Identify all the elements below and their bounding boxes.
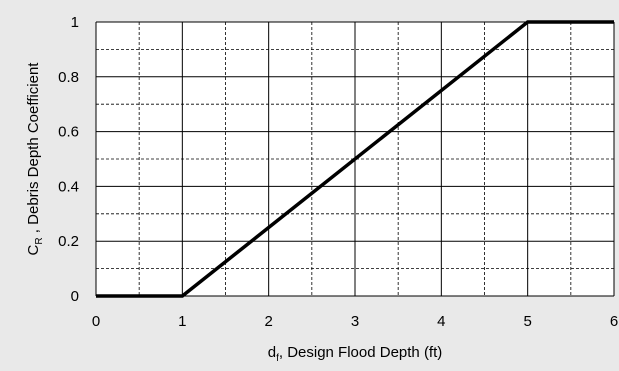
y-axis-label: CR , Debris Depth Coefficient [25, 62, 45, 256]
x-axis-label-subscript: f [276, 353, 279, 364]
x-tick-label: 5 [523, 313, 531, 330]
x-axis-label-rest: , Design Flood Depth (ft) [279, 344, 442, 361]
x-tick-label: 2 [264, 313, 272, 330]
y-tick-label: 0.4 [58, 178, 79, 195]
y-tick-label: 0.8 [58, 69, 79, 86]
x-tick-label: 1 [178, 313, 186, 330]
series-line [96, 20, 614, 298]
x-tick-label: 6 [610, 313, 618, 330]
x-tick-labels: 0 1 2 3 4 5 6 [92, 313, 618, 330]
series-layer [96, 20, 614, 298]
y-tick-label: 0 [71, 288, 79, 305]
y-tick-label: 0.2 [58, 233, 79, 250]
x-axis-label: df, Design Flood Depth (ft) [268, 344, 443, 364]
x-tick-label: 0 [92, 313, 100, 330]
y-axis-label-subscript: R [34, 237, 45, 244]
x-axis-label-main: d [268, 344, 276, 361]
y-tick-label: 0.6 [58, 124, 79, 141]
y-axis-label-rest: , Debris Depth Coefficient [25, 62, 42, 238]
x-tick-label: 3 [351, 313, 359, 330]
y-tick-labels: 0 0.2 0.4 0.6 0.8 1 [58, 14, 79, 305]
y-tick-label: 1 [71, 14, 79, 31]
y-axis-label-main: C [25, 244, 42, 255]
x-tick-label: 4 [437, 313, 445, 330]
